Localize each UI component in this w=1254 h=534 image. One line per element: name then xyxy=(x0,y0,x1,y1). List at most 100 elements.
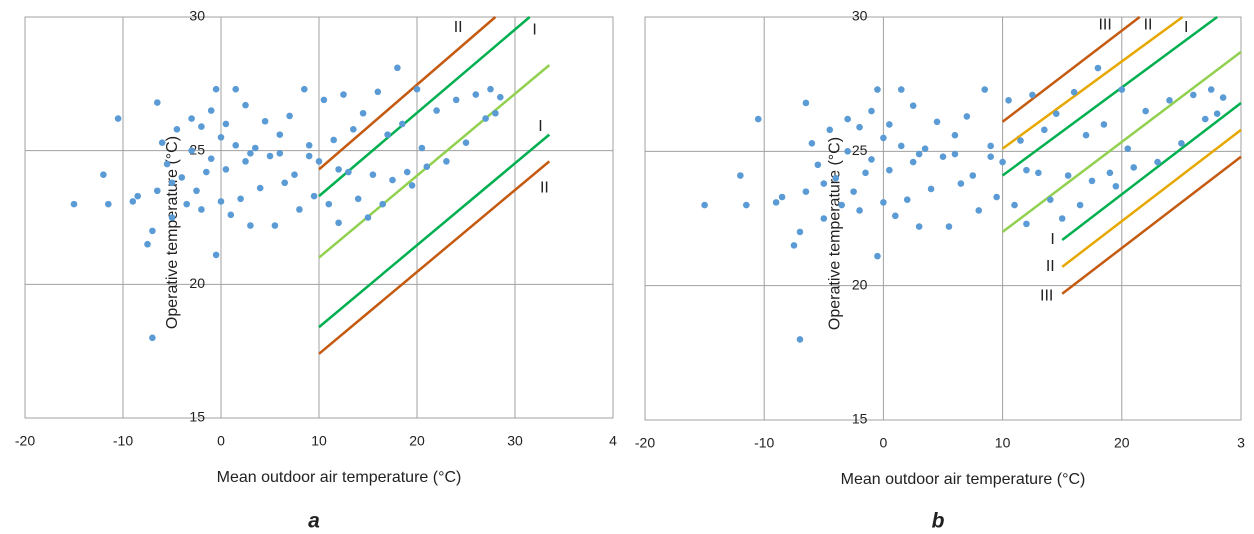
data-point xyxy=(993,193,1000,201)
line-label: II xyxy=(1144,16,1153,33)
plot-area xyxy=(644,16,1242,421)
data-point xyxy=(188,147,195,154)
data-point xyxy=(452,96,460,104)
data-point xyxy=(394,64,401,72)
data-point xyxy=(242,101,249,109)
data-point xyxy=(154,187,161,195)
data-point xyxy=(844,115,851,123)
data-point xyxy=(232,85,239,93)
data-point xyxy=(1219,94,1227,101)
data-point xyxy=(310,192,318,200)
y-tick-label: 15 xyxy=(852,411,868,427)
data-point xyxy=(301,85,308,93)
data-point xyxy=(1046,196,1054,203)
data-point xyxy=(335,166,342,173)
data-point xyxy=(1166,96,1173,104)
y-axis-title: Operative temperature (°C) xyxy=(164,136,181,329)
data-point xyxy=(188,115,195,122)
data-point xyxy=(379,200,387,208)
data-point xyxy=(129,198,137,205)
data-point xyxy=(482,115,489,122)
data-point xyxy=(320,96,328,104)
data-point xyxy=(874,252,881,260)
reference-line xyxy=(1061,101,1242,241)
reference-line xyxy=(1061,128,1242,268)
data-point xyxy=(1094,64,1102,72)
data-point xyxy=(909,102,917,109)
reference-line xyxy=(318,64,551,259)
data-point xyxy=(921,145,929,152)
data-point xyxy=(100,171,107,179)
data-point xyxy=(242,158,249,165)
data-point xyxy=(1082,131,1090,139)
data-point xyxy=(969,172,977,179)
data-point xyxy=(305,142,313,149)
data-point xyxy=(1124,145,1132,152)
data-point xyxy=(212,251,220,259)
data-point xyxy=(433,107,440,114)
data-point xyxy=(276,150,284,157)
data-point xyxy=(1213,110,1221,118)
data-point xyxy=(1130,164,1138,171)
data-point xyxy=(154,99,161,106)
data-point xyxy=(462,139,470,146)
data-point xyxy=(1118,86,1126,93)
data-point xyxy=(808,139,816,147)
x-tick-label: 10 xyxy=(311,433,327,449)
reference-line xyxy=(1001,15,1184,150)
data-point xyxy=(168,179,176,187)
data-point xyxy=(927,185,935,193)
data-point xyxy=(389,176,396,184)
x-tick-label: 30 xyxy=(507,433,523,449)
data-point xyxy=(903,196,911,203)
data-point xyxy=(105,200,112,208)
data-point xyxy=(266,152,274,160)
y-tick-label: 30 xyxy=(189,8,205,24)
data-point xyxy=(335,219,342,227)
x-tick-label: -20 xyxy=(15,433,35,449)
data-point xyxy=(168,214,176,221)
data-point xyxy=(369,171,377,179)
data-point xyxy=(856,123,863,131)
data-point xyxy=(957,180,965,187)
data-point xyxy=(261,117,269,125)
data-point xyxy=(874,86,881,93)
data-point xyxy=(1088,177,1096,185)
x-tick-label: 3 xyxy=(1237,435,1245,451)
data-point xyxy=(856,207,863,214)
data-point xyxy=(868,107,875,115)
data-point xyxy=(497,93,504,101)
y-tick-label: 20 xyxy=(189,275,205,291)
reference-line xyxy=(318,16,531,198)
data-point xyxy=(915,223,923,230)
data-point xyxy=(1112,182,1120,190)
data-point xyxy=(886,121,893,128)
data-point xyxy=(838,201,845,209)
data-point xyxy=(237,195,244,203)
data-point xyxy=(359,109,367,117)
data-point xyxy=(862,169,869,177)
data-point xyxy=(1070,88,1078,96)
data-point xyxy=(198,206,205,213)
data-point xyxy=(247,222,254,229)
x-tick-label: 20 xyxy=(409,433,425,449)
y-axis-title: Operative temperature (°C) xyxy=(827,137,844,330)
data-point xyxy=(492,109,499,117)
x-axis-title: Mean outdoor air temperature (°C) xyxy=(217,469,462,486)
data-point xyxy=(296,206,303,213)
data-point xyxy=(207,155,215,162)
data-point xyxy=(909,158,917,166)
data-point xyxy=(256,184,264,192)
panel-label: b xyxy=(932,510,945,533)
x-tick-label: -20 xyxy=(635,435,655,451)
data-point xyxy=(163,160,171,168)
data-point xyxy=(315,158,323,165)
data-point xyxy=(364,214,372,221)
data-point xyxy=(897,86,905,93)
data-point xyxy=(232,142,239,149)
data-point xyxy=(1005,96,1012,104)
line-label: III xyxy=(1098,16,1111,33)
data-point xyxy=(276,131,284,138)
data-point xyxy=(820,215,828,222)
